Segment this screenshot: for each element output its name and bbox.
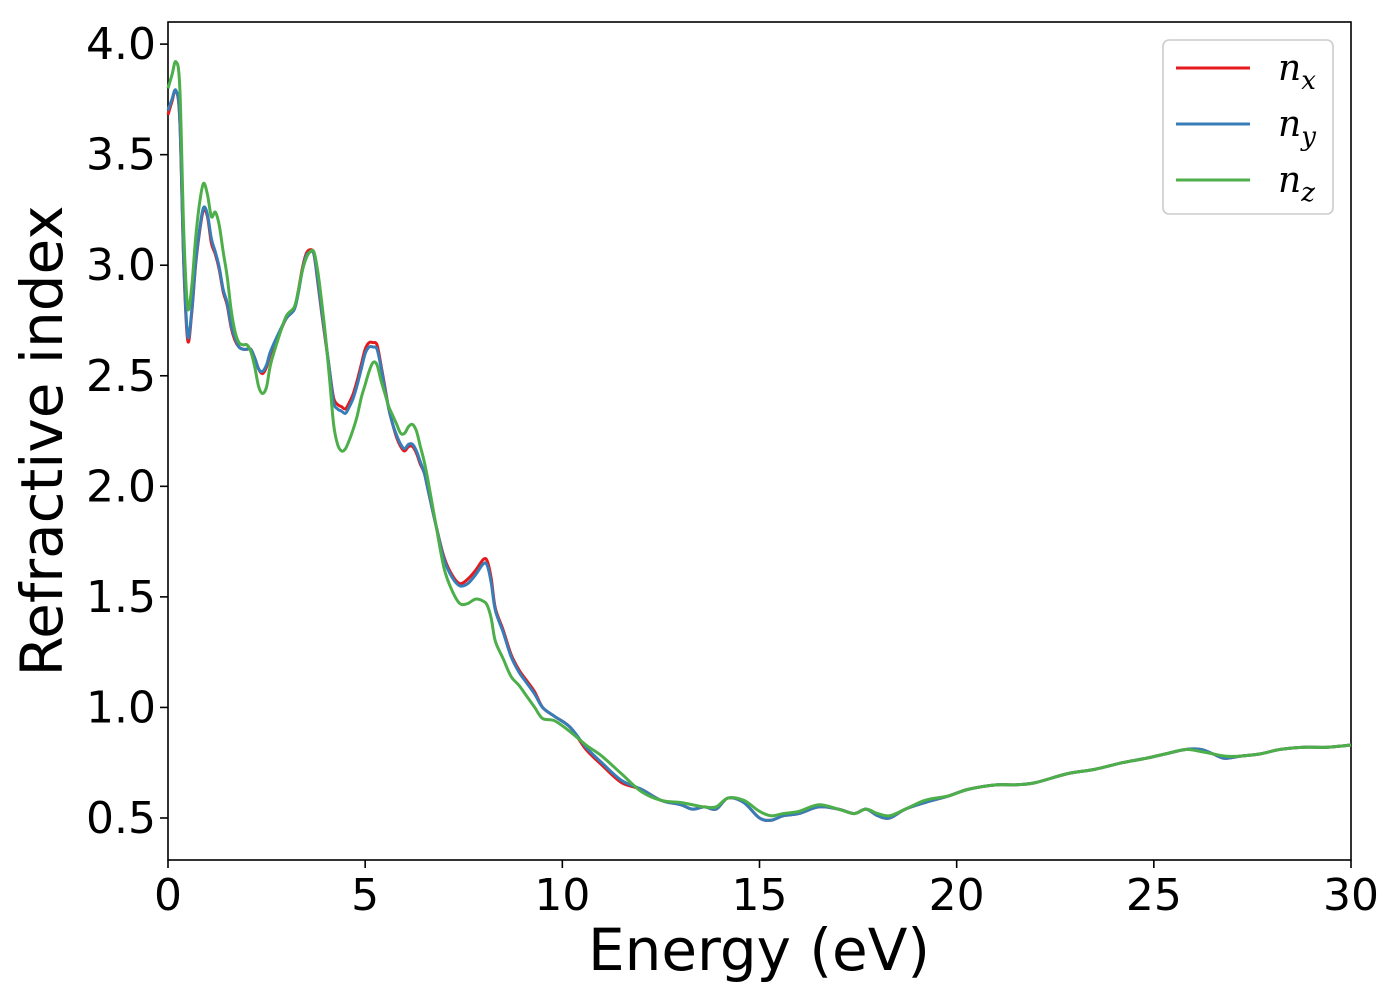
legend-label-x: nx [1278,48,1316,96]
x-tick-label: 30 [1323,870,1379,921]
y-tick-label: 3.0 [86,240,156,291]
legend-label-z: nz [1278,160,1315,208]
x-tick-label: 10 [534,870,590,921]
legend-box [1162,39,1334,215]
y-tick-label: 0.5 [86,793,156,844]
y-tick-label: 1.5 [86,572,156,623]
series-lines [166,60,1352,822]
x-tick-label: 5 [351,870,379,921]
y-tick-label: 2.5 [86,351,156,402]
x-axis-label: Energy (eV) [588,916,930,984]
x-tick-label: 15 [732,870,788,921]
x-tick-label: 0 [154,870,182,921]
series-line-z [166,60,1352,818]
y-tick-label: 3.5 [86,130,156,181]
y-tick-label: 4.0 [86,19,156,70]
x-tick-label: 25 [1126,870,1182,921]
y-tick-label: 2.0 [86,461,156,512]
legend-label-y: ny [1278,104,1316,152]
x-tick-label: 20 [929,870,985,921]
legend: nx ny nz [1162,39,1334,215]
y-axis-label: Refractive index [8,205,76,676]
y-axis-ticks: 0.5 1.0 1.5 2.0 2.5 3.0 3.5 4.0 [86,19,168,844]
x-axis-ticks: 0 5 10 15 20 25 30 [154,860,1379,921]
y-tick-label: 1.0 [86,682,156,733]
